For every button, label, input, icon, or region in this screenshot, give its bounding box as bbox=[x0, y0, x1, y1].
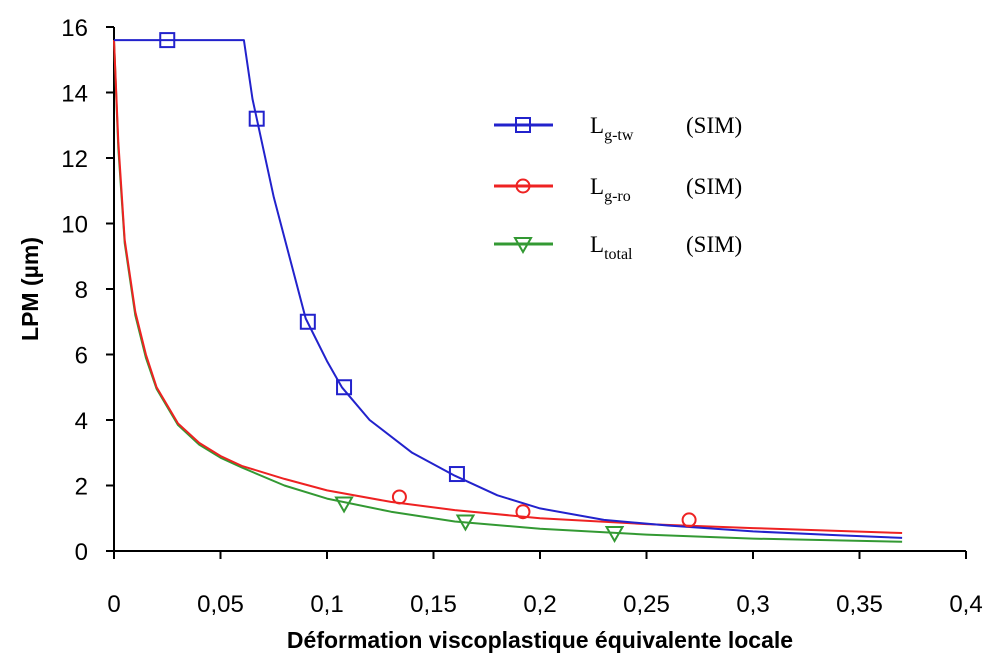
series-line-g-tw bbox=[114, 39, 903, 539]
y-tick-label: 10 bbox=[61, 212, 88, 239]
x-tick-label: 0,2 bbox=[523, 591, 556, 618]
x-tick-label: 0 bbox=[107, 591, 120, 618]
y-tick-label: 16 bbox=[61, 15, 88, 42]
legend-marker-g-ro bbox=[515, 178, 531, 194]
series-lines bbox=[113, 39, 903, 543]
x-axis-title: Déformation viscoplastique équivalente l… bbox=[287, 627, 793, 653]
legend-label-total: Ltotal (SIM) bbox=[590, 232, 742, 263]
series-marker-g-ro bbox=[515, 504, 531, 520]
y-ticks: 0 2 4 6 8 10 12 14 16 bbox=[61, 15, 114, 566]
x-tick-label: 0,15 bbox=[410, 591, 457, 618]
series-marker-g-tw bbox=[448, 466, 465, 483]
x-tick-label: 0,4 bbox=[949, 591, 982, 618]
series-line-total bbox=[113, 40, 903, 543]
series-marker-g-tw bbox=[299, 313, 316, 330]
y-tick-label: 8 bbox=[75, 277, 88, 304]
y-tick-label: 2 bbox=[75, 474, 88, 501]
x-tick-label: 0,05 bbox=[197, 591, 244, 618]
series-marker-g-tw bbox=[159, 32, 176, 49]
axes bbox=[113, 27, 966, 552]
series-marker-g-ro bbox=[391, 489, 407, 505]
series-marker-total bbox=[455, 514, 476, 532]
series-marker-g-tw bbox=[336, 379, 353, 396]
series-marker-g-ro bbox=[681, 512, 697, 528]
y-tick-label: 0 bbox=[75, 539, 88, 566]
series-marker-total bbox=[334, 496, 354, 514]
x-tick-label: 0,1 bbox=[310, 591, 343, 618]
series-line-g-ro bbox=[113, 40, 903, 534]
x-ticks: 0 0,05 0,1 0,15 0,2 0,25 0,3 0,35 0,4 bbox=[107, 551, 983, 618]
y-tick-label: 14 bbox=[61, 81, 88, 108]
legend: Lg-tw (SIM) Lg-ro (SIM) Ltotal (SIM) bbox=[494, 113, 742, 263]
legend-marker-g-tw bbox=[515, 117, 531, 133]
x-tick-label: 0,25 bbox=[623, 591, 670, 618]
x-tick-label: 0,3 bbox=[736, 591, 769, 618]
legend-marker-total bbox=[513, 237, 533, 255]
y-axis-title: LPM (µm) bbox=[17, 237, 43, 341]
y-tick-label: 12 bbox=[61, 146, 88, 173]
legend-label-g-ro: Lg-ro (SIM) bbox=[590, 174, 742, 205]
y-tick-label: 4 bbox=[75, 408, 88, 435]
legend-label-g-tw: Lg-tw (SIM) bbox=[590, 113, 742, 144]
y-tick-label: 6 bbox=[75, 343, 88, 370]
series-marker-total bbox=[604, 525, 625, 544]
series-marker-g-tw bbox=[248, 110, 265, 127]
x-tick-label: 0,35 bbox=[836, 591, 883, 618]
series-markers bbox=[159, 32, 697, 544]
